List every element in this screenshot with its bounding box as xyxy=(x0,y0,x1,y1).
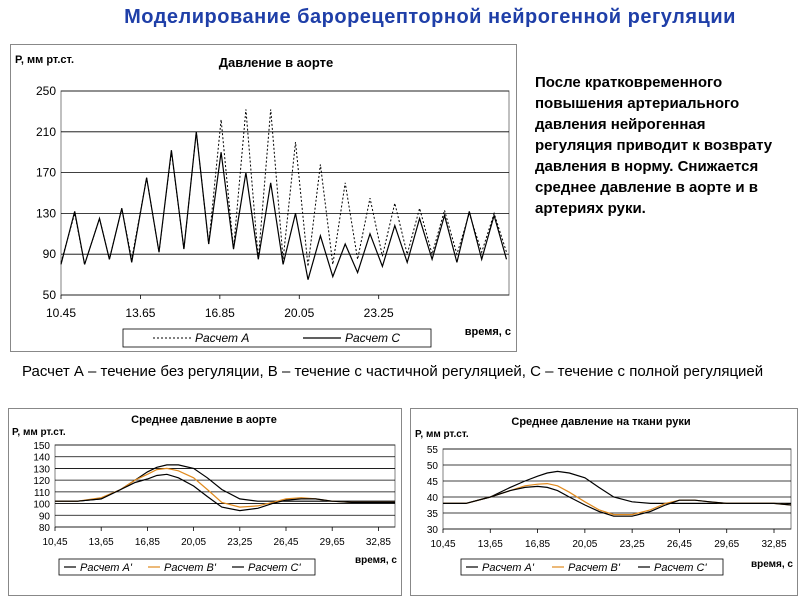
x-tick-label: 23,25 xyxy=(227,537,252,548)
y-axis-label: P, мм рт.ст. xyxy=(415,429,469,440)
x-tick-label: 20,05 xyxy=(572,539,597,550)
x-tick-label: 10,45 xyxy=(42,537,67,548)
x-tick-label: 16.85 xyxy=(205,306,235,320)
x-axis-label: время, с xyxy=(751,559,793,570)
legend-box xyxy=(122,328,432,348)
x-tick-label: 26,45 xyxy=(667,539,692,550)
x-tick-label: 29,65 xyxy=(320,537,345,548)
conclusion-note: После кратковременного повышения артериа… xyxy=(535,74,773,217)
x-tick-label: 23,25 xyxy=(620,539,645,550)
x-tick-label: 23.25 xyxy=(364,306,394,320)
x-tick-label: 13.65 xyxy=(125,306,155,320)
legend-label-2: Расчет B' xyxy=(164,562,217,574)
legend-label-1: Расчет A' xyxy=(80,562,133,574)
y-tick-label: 40 xyxy=(427,493,439,504)
x-tick-label: 13,65 xyxy=(478,539,503,550)
aorta-pressure-chart-box: Давление в аорте P, мм рт.ст. время, с 250 2… xyxy=(10,44,517,352)
legend-box xyxy=(460,558,724,576)
chart-title: Среднее давление на ткани руки xyxy=(511,416,690,428)
legend-label-1: Расчет A' xyxy=(482,562,535,574)
series-line-1 xyxy=(443,470,791,505)
x-tick-label: 16,85 xyxy=(135,537,160,548)
y-tick-label: 50 xyxy=(427,461,439,472)
x-tick-label: 20,05 xyxy=(181,537,206,548)
y-tick-label: 50 xyxy=(43,288,57,302)
slide-title: Моделирование барорецепторной нейрогенно… xyxy=(124,6,736,28)
x-tick-label: 10.45 xyxy=(46,306,76,320)
series-line-2 xyxy=(60,131,508,280)
y-tick-label: 90 xyxy=(39,511,51,522)
x-tick-label: 20.05 xyxy=(284,306,314,320)
y-tick-label: 130 xyxy=(33,464,50,475)
y-tick-label: 170 xyxy=(36,166,56,180)
x-axis-label: время, с xyxy=(465,326,511,338)
legend-label-2: Расчет B' xyxy=(568,562,621,574)
chart-title: Среднее давление в аорте xyxy=(131,414,277,426)
plot-area-frame xyxy=(54,444,396,528)
y-axis-label: P, мм рт.ст. xyxy=(12,427,66,438)
series-line-3 xyxy=(55,473,395,512)
y-tick-label: 250 xyxy=(36,84,56,98)
y-tick-label: 90 xyxy=(43,247,57,261)
x-tick-label: 29,65 xyxy=(714,539,739,550)
legend-label-3: Расчет C' xyxy=(248,562,301,574)
aorta-pressure-chart: Давление в аорте P, мм рт.ст. время, с 250 2… xyxy=(15,54,511,348)
legend-label-2: Расчет С xyxy=(345,331,400,345)
legend-label-3: Расчет C' xyxy=(654,562,707,574)
x-tick-label: 32,85 xyxy=(761,539,786,550)
y-tick-label: 100 xyxy=(33,500,50,511)
legend-box xyxy=(58,558,316,576)
plot-area-frame xyxy=(442,448,792,530)
y-tick-label: 110 xyxy=(34,488,50,499)
mean-aorta-chart: Среднее давление в аорте P, мм рт.ст. врем… xyxy=(12,414,397,576)
calc-legend-text: Расчет А – течение без регуляции, В – те… xyxy=(22,363,764,380)
y-tick-label: 80 xyxy=(39,523,51,534)
x-tick-label: 26,45 xyxy=(273,537,298,548)
y-tick-label: 130 xyxy=(36,206,56,220)
mean-arm-chart: Среднее давление на ткани руки P, мм рт.с… xyxy=(415,416,793,576)
y-tick-label: 120 xyxy=(33,476,50,487)
x-tick-label: 16,85 xyxy=(525,539,550,550)
chart-title: Давление в аорте xyxy=(219,55,333,70)
y-tick-label: 30 xyxy=(427,525,439,536)
legend-label-1: Расчет А xyxy=(195,331,249,345)
y-tick-label: 150 xyxy=(33,441,50,452)
x-axis-label: время, с xyxy=(355,555,397,566)
x-tick-label: 13,65 xyxy=(89,537,114,548)
y-tick-label: 45 xyxy=(427,477,439,488)
x-tick-label: 32,85 xyxy=(366,537,391,548)
plot-area-frame xyxy=(60,90,510,296)
series-line-2 xyxy=(443,482,792,516)
x-tick-label: 10,45 xyxy=(430,539,455,550)
mean-aorta-chart-box: Среднее давление в аорте P, мм рт.ст. врем… xyxy=(8,408,402,596)
series-line-3 xyxy=(443,485,792,517)
y-tick-label: 140 xyxy=(33,453,50,464)
y-tick-label: 210 xyxy=(36,125,56,139)
mean-arm-chart-box: Среднее давление на ткани руки P, мм рт.с… xyxy=(410,408,798,596)
y-tick-label: 35 xyxy=(427,509,439,520)
y-axis-label: P, мм рт.ст. xyxy=(15,54,74,66)
y-tick-label: 55 xyxy=(427,445,439,456)
